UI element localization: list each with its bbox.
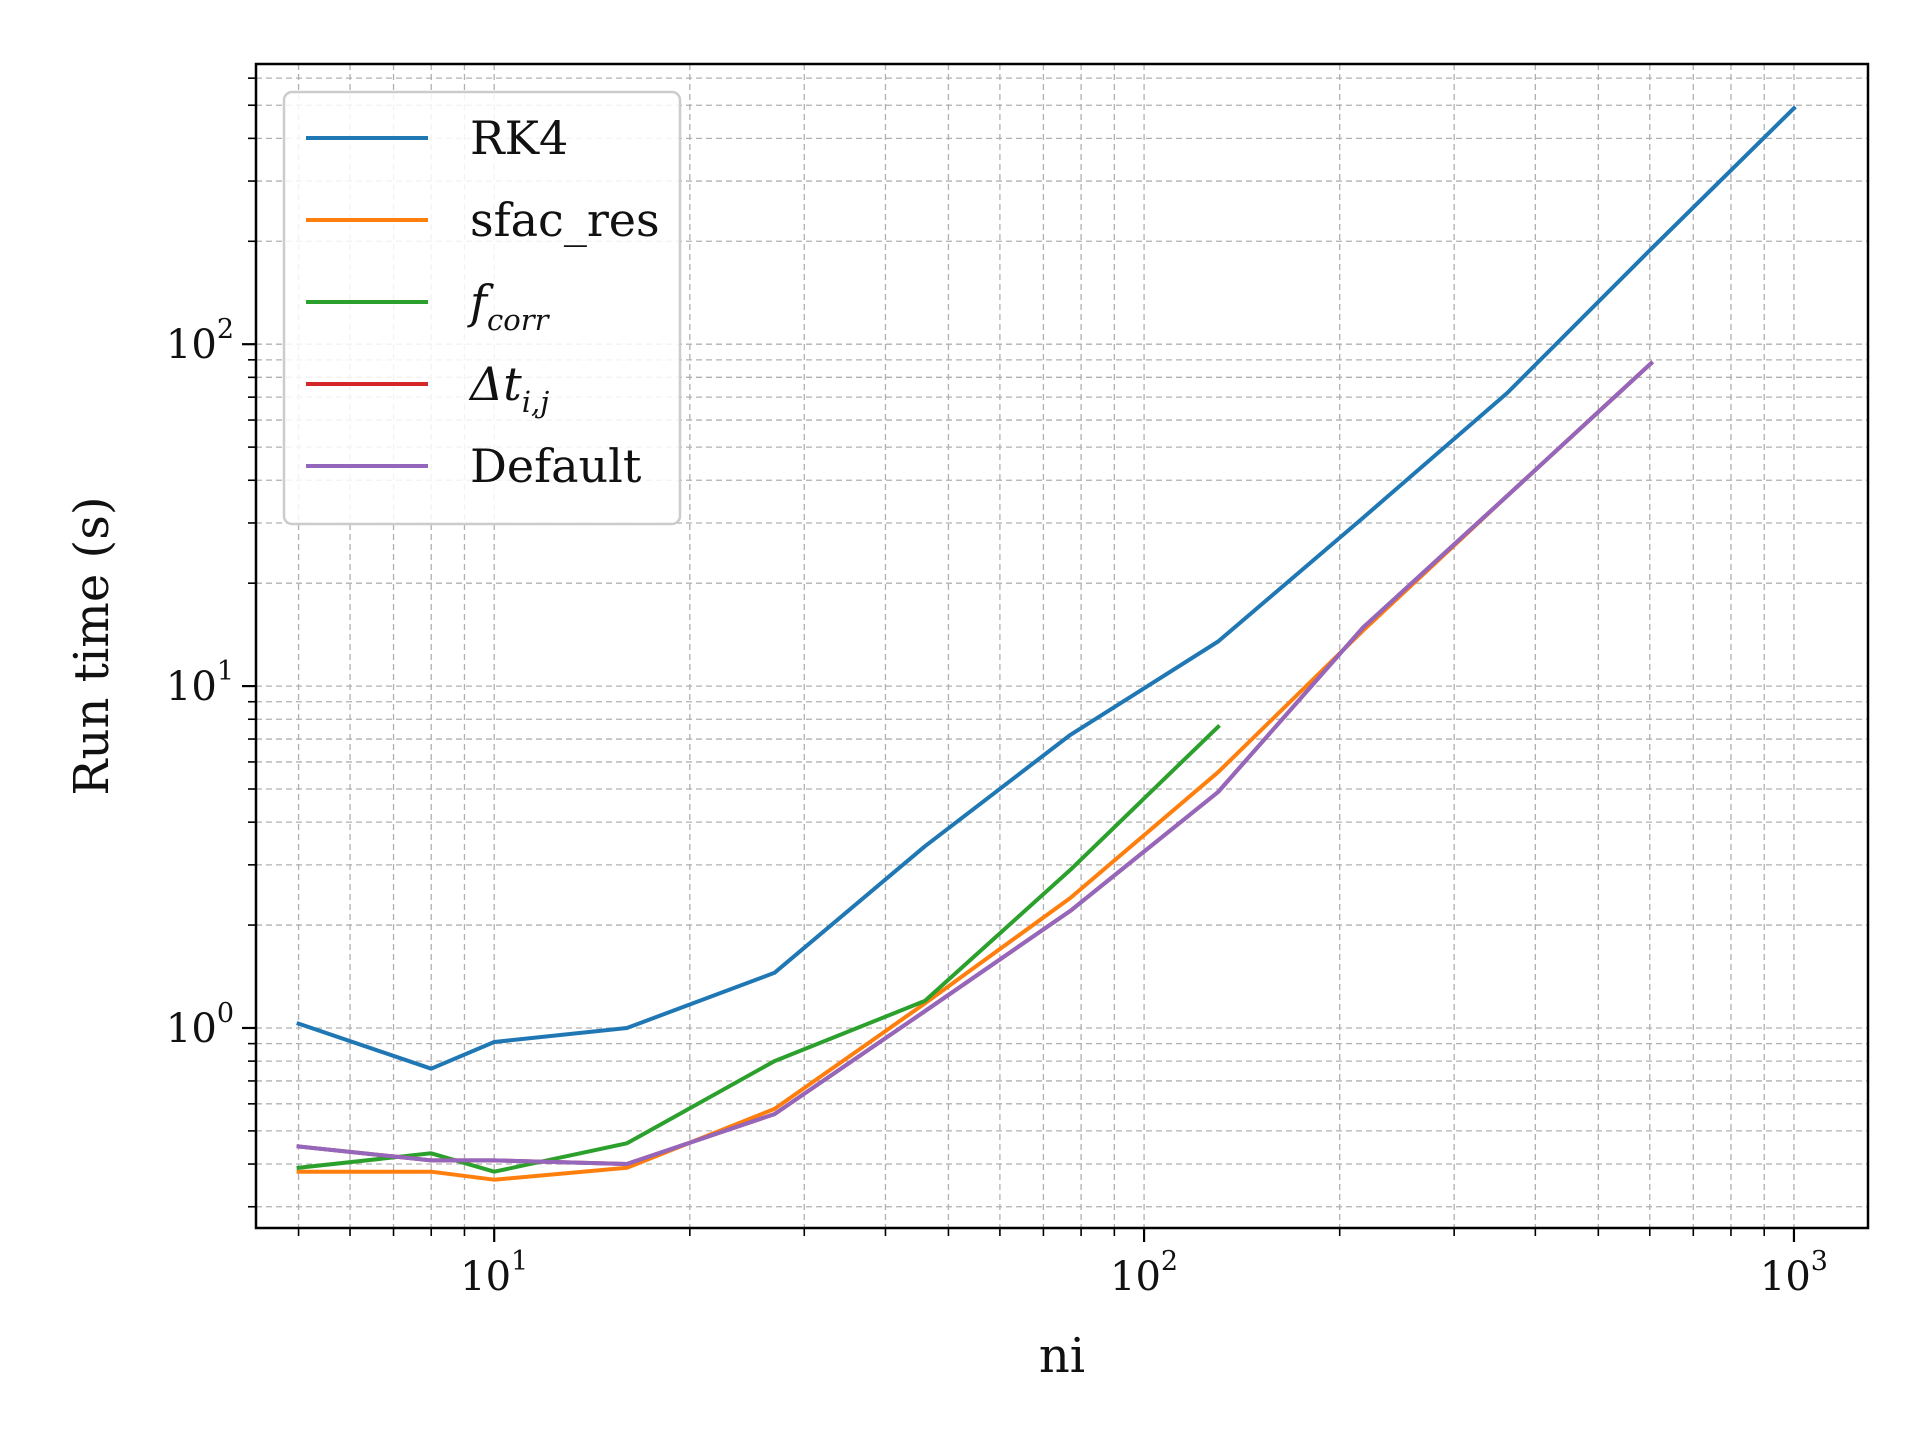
x-tick-label: 103 bbox=[1760, 1246, 1828, 1300]
plot-frame bbox=[254, 62, 1870, 1230]
x-axis-label: ni bbox=[1039, 1328, 1085, 1384]
series-lines bbox=[296, 105, 1797, 1182]
series-line bbox=[296, 723, 1221, 1174]
x-tick-label: 101 bbox=[460, 1246, 528, 1300]
y-axis-label: Run time (s) bbox=[64, 496, 120, 795]
legend-label: sfac_res bbox=[470, 193, 660, 247]
y-tick-label: 101 bbox=[166, 656, 234, 710]
y-tick-label: 102 bbox=[166, 314, 234, 368]
legend-label: Δti,j bbox=[468, 357, 549, 419]
legend-label: RK4 bbox=[470, 111, 568, 165]
series-line bbox=[296, 105, 1797, 1071]
axis-ticks bbox=[242, 77, 1796, 1242]
series-line bbox=[296, 360, 1655, 1166]
tick-labels: 101 102 103 100 101 102 bbox=[166, 314, 1828, 1300]
legend-label: Default bbox=[470, 439, 642, 493]
x-tick-label: 102 bbox=[1110, 1246, 1178, 1300]
y-tick-label: 100 bbox=[166, 998, 234, 1052]
legend-box bbox=[282, 90, 682, 526]
